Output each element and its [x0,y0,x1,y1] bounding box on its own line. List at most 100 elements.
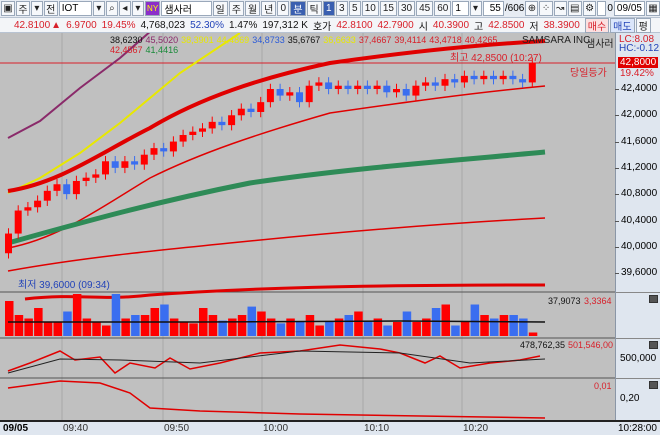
time-axis-end: 10:28:00 [618,423,657,434]
volume-bar [82,318,92,336]
dots-icon[interactable]: ⁘ [539,1,553,16]
interval-dropdown-icon[interactable]: ▾ [469,1,482,16]
price-axis-label: 40,4000 [621,214,658,226]
interval-button[interactable]: 30 [397,1,416,16]
pane2-menu-icon[interactable] [649,341,658,349]
volume-bar [140,315,150,336]
sell-button[interactable]: 매도 [610,17,635,33]
candle [460,75,468,83]
interval-button[interactable]: 5 [348,1,361,16]
interval-button[interactable]: 10 [361,1,379,16]
period-button[interactable]: 0 [277,1,290,16]
search-icon[interactable]: ⌕ [105,1,118,16]
date-input[interactable]: 09/05 [613,1,645,16]
volume-bar [373,318,383,336]
legend-value: 35,6767 [287,35,321,45]
volume-bar [24,318,33,336]
period-button[interactable]: 일 [212,1,228,16]
chart-area[interactable]: 38,6230 45,5020 38,3901 44,4869 34,8733 35,67… [0,22,615,420]
market-select[interactable]: 주 [16,1,30,16]
interval-button[interactable]: 3 [335,1,348,16]
period-button[interactable]: 주 [228,1,244,16]
pane3-red-line [7,380,546,419]
period-button[interactable]: 분 [290,1,306,16]
volume-bar [72,294,82,336]
indicator-legend: 38,6230 45,5020 38,3901 44,4869 34,8733 35,67… [110,35,515,55]
green-ma [7,149,546,246]
pane2-value-1: 478,762,35 [520,340,566,350]
symbol-dropdown-icon[interactable]: ▾ [92,1,105,16]
time-tick: 09:50 [164,423,190,434]
period-button[interactable]: 월 [244,1,261,16]
candle [393,89,400,93]
price-axis-label: 40,8000 [621,188,658,200]
checkbox[interactable] [597,1,607,16]
type-button[interactable]: 전 [43,1,58,16]
layout-icon[interactable]: ▣ [1,1,16,16]
market-dropdown-icon[interactable]: ▾ [30,1,43,16]
price-axis-label: 42,0000 [621,109,658,121]
current-pct: 19.42% [620,68,654,79]
volume-bar [528,332,538,336]
candle [237,108,245,116]
volume-bar [63,311,72,336]
candle [92,174,100,178]
volume-bar [276,323,286,336]
candle [286,92,294,96]
candle [14,210,22,234]
pane3-menu-icon[interactable] [649,381,658,389]
lc-value: LC:8.08 [619,34,655,45]
price-axis[interactable]: LC:8.08 HC:-0.12 42,8000 19.42% 42,4000 4… [615,33,660,420]
avg-button[interactable]: 평 [635,17,651,33]
candle [24,207,32,211]
candle [334,85,342,89]
volume-pane-menu-icon[interactable] [649,295,658,303]
name-field: 샘사러 [161,1,212,16]
volume-bar [431,308,441,336]
candle [305,85,313,103]
save-icon[interactable]: ▤ [567,1,582,16]
buy-button[interactable]: 매수 [584,17,610,33]
current-price-tag: 42,8000 [618,57,659,68]
candle [363,85,371,89]
gear-icon[interactable]: ⚙ [582,1,597,16]
count-input[interactable]: 55 [482,1,504,16]
amount: 197,312 K [262,19,308,31]
legend-value: 45,5020 [145,35,179,45]
mid-upper-band [7,85,546,249]
hoga-label: 호가 [312,21,332,33]
trend-icon[interactable]: ↝ [553,1,567,16]
company-name-kr: 샘사러 [586,39,614,50]
period-button[interactable]: 년 [261,1,277,16]
volume-bar [490,318,499,336]
legend-value: 44,4869 [216,35,250,45]
period-button[interactable]: 틱 [306,1,322,16]
interval-button[interactable]: 60 [434,1,452,16]
upper-band [7,39,546,193]
interval-button[interactable]: 1 [322,1,335,16]
lower-band [7,217,546,272]
candle [257,102,265,112]
volume-bar [499,315,509,336]
symbol-input[interactable]: IOT [58,1,92,16]
interval-button[interactable]: 15 [379,1,397,16]
volume-bar [441,304,450,336]
low-label: 저 [529,21,539,33]
volume-bar [14,315,24,336]
price-axis-label: 40,0000 [621,240,658,252]
volume-bar [5,301,14,336]
calendar-icon[interactable]: ▦ [645,1,660,16]
interval-button[interactable]: 45 [416,1,434,16]
ask: 42.7900 [377,19,414,31]
sound-icon[interactable]: ◂ [118,1,131,16]
exchange-badge: NY [144,1,161,16]
candle [315,82,323,86]
dropdown-icon[interactable]: ▾ [131,1,144,16]
candle [150,148,158,155]
interval-select[interactable]: 1 [452,1,469,16]
volume-bar [354,311,363,336]
change: 6.9700 [66,19,97,31]
hoga: 42.8100 [336,19,373,31]
volume-bar [402,311,412,336]
crosshair-icon[interactable]: ⊕ [525,1,539,16]
